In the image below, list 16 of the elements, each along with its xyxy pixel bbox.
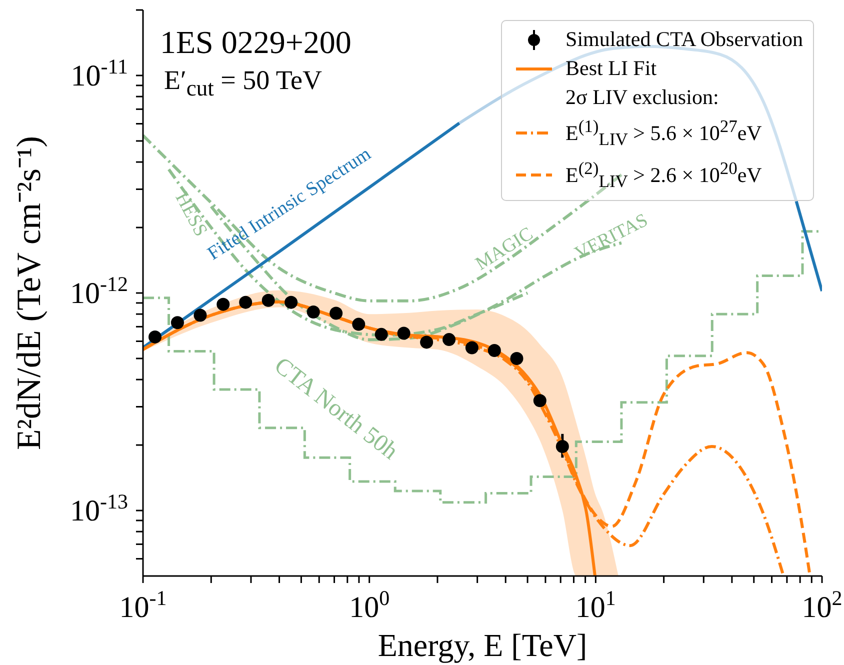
x-tick-label: 10$^{2}$: [802, 586, 842, 624]
y-tick-label: 10$^{-11}$: [70, 54, 128, 92]
x-tick-label: 10$^{1}$: [575, 586, 616, 624]
legend-label: E$^{(2)}$$_{LIV}$ > 2.6 × 10$^{20}$eV: [566, 157, 762, 194]
legend-label: Simulated CTA Observation: [566, 26, 803, 53]
text: 1ES 0229+200: [160, 23, 352, 62]
legend-label: Best LI Fit: [566, 55, 657, 82]
x-tick-label: 10$^{0}$: [349, 586, 390, 624]
y-axis-title: E²dN/dE (TeV cm⁻²s⁻¹): [11, 136, 48, 450]
y-tick-label: 10$^{-12}$: [70, 272, 128, 310]
legend-title: 2σ LIV exclusion:: [566, 84, 719, 111]
x-tick-label: 10$^{-1}$: [119, 586, 167, 624]
x-axis-title: Energy, E [TeV]: [378, 627, 588, 663]
y-tick-label: 10$^{-13}$: [70, 490, 128, 528]
text: E′$_{cut}$ = 50 TeV: [163, 64, 323, 102]
legend-label: E$^{(1)}$$_{LIV}$ > 5.6 × 10$^{27}$eV: [566, 115, 762, 152]
